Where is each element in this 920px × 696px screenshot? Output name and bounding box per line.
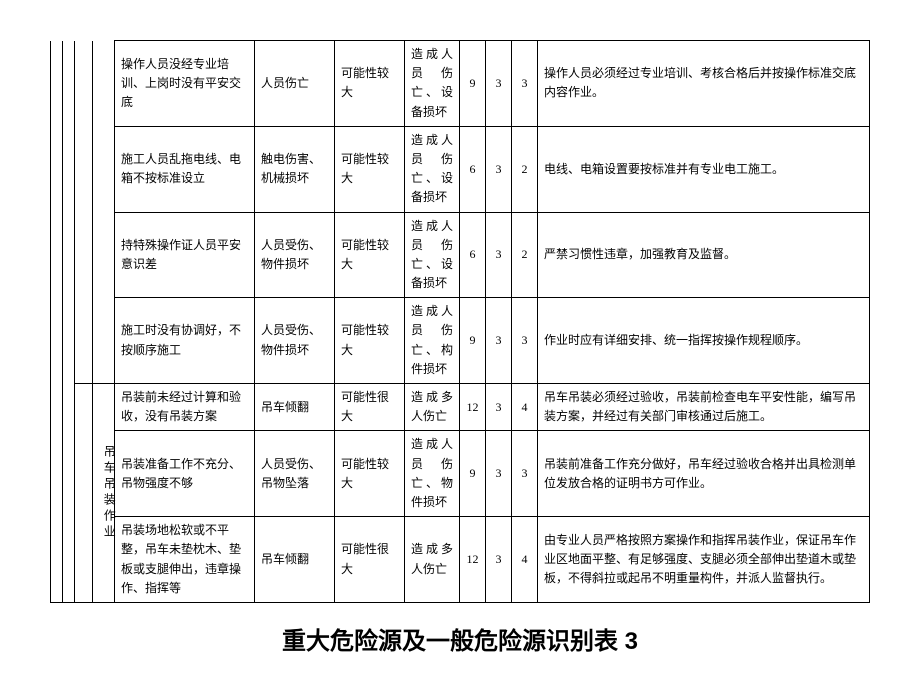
table-row: 施工人员乱拖电线、电箱不按标准设立触电伤害、机械损坏可能性较大造成人员伤亡、设备… — [51, 126, 870, 212]
consequence1-cell: 吊车倾翻 — [255, 384, 335, 431]
score1-cell: 12 — [460, 517, 486, 603]
consequence2-cell: 造成人员伤亡、设备损坏 — [405, 126, 460, 212]
consequence2-cell: 造成人员伤亡、设备损坏 — [405, 212, 460, 298]
score3-cell: 4 — [512, 517, 538, 603]
consequence2-cell: 造成多人伤亡 — [405, 384, 460, 431]
probability-cell: 可能性较大 — [335, 431, 405, 517]
consequence1-cell: 人员伤亡 — [255, 41, 335, 127]
score2-cell: 3 — [486, 126, 512, 212]
measure-cell: 作业时应有详细安排、统一指挥按操作规程顺序。 — [538, 298, 870, 384]
score3-cell: 4 — [512, 384, 538, 431]
measure-cell: 严禁习惯性违章，加强教育及监督。 — [538, 212, 870, 298]
probability-cell: 可能性较大 — [335, 41, 405, 127]
desc-cell: 吊装前未经过计算和验收，没有吊装方案 — [115, 384, 255, 431]
probability-cell: 可能性较大 — [335, 298, 405, 384]
stub-col — [51, 41, 63, 603]
table-row: 吊车吊装作业吊装前未经过计算和验收，没有吊装方案吊车倾翻可能性很大造成多人伤亡1… — [51, 384, 870, 431]
measure-cell: 吊装前准备工作充分做好，吊车经过验收合格并出具检测单位发放合格的证明书方可作业。 — [538, 431, 870, 517]
table-row: 持特殊操作证人员平安意识差人员受伤、物件损坏可能性较大造成人员伤亡、设备损坏63… — [51, 212, 870, 298]
score1-cell: 6 — [460, 126, 486, 212]
score3-cell: 2 — [512, 126, 538, 212]
consequence1-cell: 触电伤害、机械损坏 — [255, 126, 335, 212]
stub-col — [63, 41, 75, 603]
stub-col — [75, 41, 93, 384]
consequence1-cell: 人员受伤、吊物坠落 — [255, 431, 335, 517]
consequence2-cell: 造成多人伤亡 — [405, 517, 460, 603]
consequence1-cell: 人员受伤、物件损坏 — [255, 298, 335, 384]
desc-cell: 持特殊操作证人员平安意识差 — [115, 212, 255, 298]
score3-cell: 2 — [512, 212, 538, 298]
score1-cell: 9 — [460, 431, 486, 517]
probability-cell: 可能性很大 — [335, 384, 405, 431]
score1-cell: 9 — [460, 298, 486, 384]
measure-cell: 电线、电箱设置要按标准并有专业电工施工。 — [538, 126, 870, 212]
probability-cell: 可能性较大 — [335, 212, 405, 298]
probability-cell: 可能性较大 — [335, 126, 405, 212]
score2-cell: 3 — [486, 298, 512, 384]
measure-cell: 由专业人员严格按照方案操作和指挥吊装作业，保证吊车作业区地面平整、有足够强度、支… — [538, 517, 870, 603]
measure-cell: 操作人员必须经过专业培训、考核合格后并按操作标准交底内容作业。 — [538, 41, 870, 127]
score2-cell: 3 — [486, 41, 512, 127]
consequence1-cell: 吊车倾翻 — [255, 517, 335, 603]
score3-cell: 3 — [512, 298, 538, 384]
score1-cell: 12 — [460, 384, 486, 431]
score2-cell: 3 — [486, 212, 512, 298]
score1-cell: 6 — [460, 212, 486, 298]
consequence1-cell: 人员受伤、物件损坏 — [255, 212, 335, 298]
category-cell — [93, 41, 115, 384]
table-row: 吊装场地松软或不平整，吊车未垫枕木、垫板或支腿伸出，违章操作、指挥等吊车倾翻可能… — [51, 517, 870, 603]
desc-cell: 操作人员没经专业培训、上岗时没有平安交底 — [115, 41, 255, 127]
consequence2-cell: 造成人员伤亡、物件损坏 — [405, 431, 460, 517]
score2-cell: 3 — [486, 517, 512, 603]
score3-cell: 3 — [512, 431, 538, 517]
score3-cell: 3 — [512, 41, 538, 127]
desc-cell: 吊装场地松软或不平整，吊车未垫枕木、垫板或支腿伸出，违章操作、指挥等 — [115, 517, 255, 603]
score2-cell: 3 — [486, 384, 512, 431]
risk-table: 操作人员没经专业培训、上岗时没有平安交底人员伤亡可能性较大造成人员伤亡、设备损坏… — [50, 40, 870, 603]
category-label: 吊车吊装作业 — [99, 445, 118, 541]
consequence2-cell: 造成人员伤亡、构件损坏 — [405, 298, 460, 384]
table-row: 操作人员没经专业培训、上岗时没有平安交底人员伤亡可能性较大造成人员伤亡、设备损坏… — [51, 41, 870, 127]
desc-cell: 施工时没有协调好，不按顺序施工 — [115, 298, 255, 384]
table-row: 吊装准备工作不充分、吊物强度不够人员受伤、吊物坠落可能性较大造成人员伤亡、物件损… — [51, 431, 870, 517]
table-row: 施工时没有协调好，不按顺序施工人员受伤、物件损坏可能性较大造成人员伤亡、构件损坏… — [51, 298, 870, 384]
score1-cell: 9 — [460, 41, 486, 127]
probability-cell: 可能性很大 — [335, 517, 405, 603]
desc-cell: 施工人员乱拖电线、电箱不按标准设立 — [115, 126, 255, 212]
measure-cell: 吊车吊装必须经过验收，吊装前检查电车平安性能，编写吊装方案，并经过有关部门审核通… — [538, 384, 870, 431]
stub-col — [75, 384, 93, 603]
score2-cell: 3 — [486, 431, 512, 517]
category-cell: 吊车吊装作业 — [93, 384, 115, 603]
consequence2-cell: 造成人员伤亡、设备损坏 — [405, 41, 460, 127]
desc-cell: 吊装准备工作不充分、吊物强度不够 — [115, 431, 255, 517]
